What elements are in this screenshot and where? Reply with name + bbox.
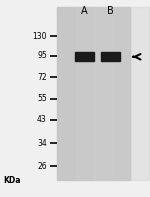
- Text: A: A: [81, 6, 88, 16]
- Bar: [94, 7, 112, 180]
- Text: 72: 72: [37, 73, 47, 82]
- Bar: [57, 7, 130, 180]
- Bar: [112, 7, 130, 180]
- Bar: [75, 52, 94, 61]
- Text: 43: 43: [37, 115, 47, 124]
- Bar: [101, 52, 120, 61]
- Text: 130: 130: [32, 32, 47, 41]
- Text: 34: 34: [37, 139, 47, 148]
- Text: B: B: [107, 6, 114, 16]
- Text: KDa: KDa: [3, 176, 20, 185]
- Bar: [130, 7, 149, 180]
- Text: 55: 55: [37, 94, 47, 103]
- Bar: [75, 7, 94, 180]
- Bar: [57, 7, 75, 180]
- Text: 95: 95: [37, 51, 47, 60]
- Text: 26: 26: [37, 162, 47, 171]
